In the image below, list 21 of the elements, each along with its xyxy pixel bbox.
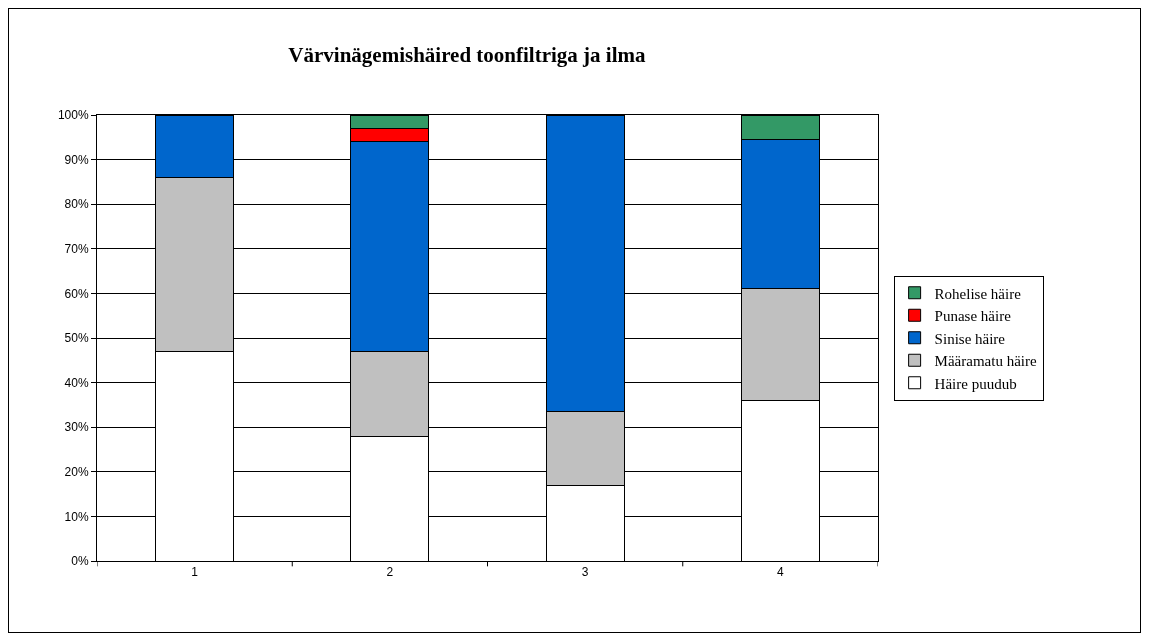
y-tick-label: 80% <box>64 197 89 212</box>
y-tick-label: 40% <box>64 375 89 390</box>
chart-title: Värvinägemishäired toonfiltriga ja ilma <box>288 42 646 67</box>
x-tick-label: 1 <box>191 565 199 580</box>
y-tick-label: 20% <box>64 465 89 479</box>
legend-label: Punase häire <box>934 308 1012 325</box>
x-tick-label: 2 <box>386 565 394 580</box>
y-tick-label: 60% <box>64 286 89 301</box>
x-tick-label: 3 <box>581 565 589 580</box>
legend-label: Häire puudub <box>934 375 1017 392</box>
y-tick-label: 0% <box>71 554 89 569</box>
y-tick-label: 10% <box>64 509 89 524</box>
y-tick-label: 100% <box>57 108 89 123</box>
legend-label: Rohelise häire <box>934 285 1022 302</box>
y-tick-label: 70% <box>64 242 89 256</box>
y-tick-label: 50% <box>64 331 89 346</box>
y-tick-label: 90% <box>64 152 89 167</box>
x-tick-label: 4 <box>777 565 785 580</box>
y-tick-label: 30% <box>64 420 89 435</box>
legend-label: Määramatu häire <box>934 353 1037 370</box>
legend-label: Sinise häire <box>934 330 1006 347</box>
